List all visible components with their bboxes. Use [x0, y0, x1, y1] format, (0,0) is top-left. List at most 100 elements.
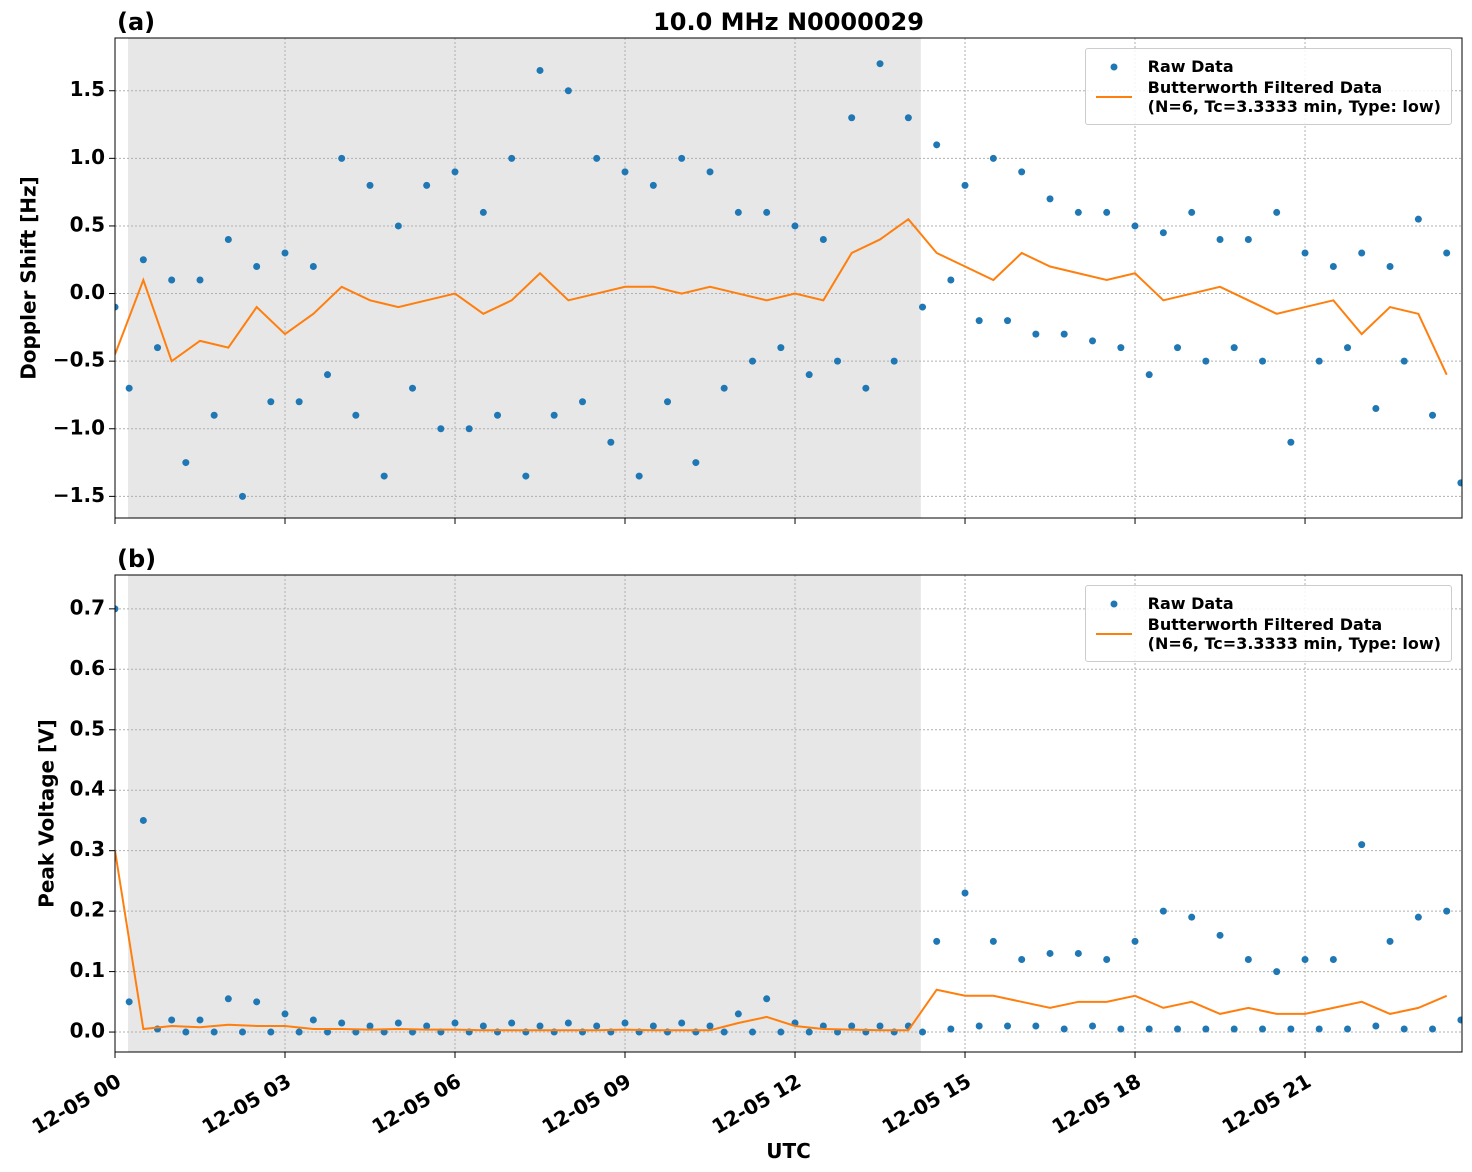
data-point	[366, 181, 374, 189]
data-point	[522, 472, 530, 480]
data-point	[933, 937, 941, 945]
shaded-span	[128, 38, 921, 518]
data-point	[621, 1019, 629, 1027]
data-point	[196, 276, 204, 284]
data-point	[749, 357, 757, 365]
data-point	[947, 276, 955, 284]
y-tick-label: −1.5	[53, 483, 105, 507]
data-point	[1287, 1025, 1295, 1033]
data-point	[720, 1028, 728, 1036]
data-point	[324, 371, 332, 379]
line-series	[115, 850, 1448, 1032]
data-point	[1414, 215, 1422, 223]
data-point	[182, 459, 190, 467]
x-tick-label: 12-05 06	[368, 1069, 466, 1139]
data-point	[819, 235, 827, 243]
data-point	[664, 398, 672, 406]
plot-frame	[114, 574, 1463, 1053]
data-point	[1060, 1025, 1068, 1033]
data-point	[281, 249, 289, 257]
data-point	[1259, 1025, 1267, 1033]
y-tick-label: −0.5	[53, 348, 105, 372]
y-tick-label: 0.5	[70, 212, 105, 236]
data-point	[989, 154, 997, 162]
data-point	[1188, 208, 1196, 216]
data-point	[168, 1016, 176, 1024]
data-point	[607, 438, 615, 446]
data-point	[1329, 263, 1337, 271]
chart-title: 10.0 MHz N0000029	[653, 8, 924, 36]
data-point	[338, 154, 346, 162]
data-point	[536, 66, 544, 74]
data-point	[125, 384, 133, 392]
data-point	[168, 276, 176, 284]
legend-label: Butterworth Filtered Data (N=6, Tc=3.333…	[1147, 78, 1441, 116]
legend: Raw Data Butterworth Filtered Data (N=6, …	[1084, 585, 1452, 662]
data-point	[1386, 263, 1394, 271]
data-point	[720, 384, 728, 392]
legend: Raw Data Butterworth Filtered Data (N=6, …	[1084, 48, 1452, 125]
data-point	[182, 1028, 190, 1036]
legend-swatch	[1110, 600, 1118, 607]
y-tick-label: 0.4	[70, 777, 105, 801]
data-point	[834, 357, 842, 365]
legend-label: Butterworth Filtered Data (N=6, Tc=3.333…	[1147, 615, 1441, 653]
data-point	[1089, 337, 1097, 345]
data-point	[380, 472, 388, 480]
data-point	[635, 472, 643, 480]
data-point	[451, 168, 459, 176]
data-point	[1004, 1022, 1012, 1030]
shaded-span	[128, 575, 921, 1052]
data-point	[210, 1028, 218, 1036]
y-tick-label: 1.0	[70, 145, 105, 169]
data-point	[1174, 1025, 1182, 1033]
data-point	[593, 1022, 601, 1030]
data-point	[1287, 438, 1295, 446]
x-tick-label: 12-05 15	[878, 1069, 976, 1139]
data-point	[1216, 235, 1224, 243]
data-point	[309, 1016, 317, 1024]
data-point	[1230, 344, 1238, 352]
data-point	[734, 1010, 742, 1018]
data-point	[1046, 949, 1054, 957]
data-point	[805, 1028, 813, 1036]
legend-entry: Butterworth Filtered Data (N=6, Tc=3.333…	[1095, 78, 1441, 116]
data-point	[224, 235, 232, 243]
data-point	[1117, 1025, 1125, 1033]
data-point	[678, 154, 686, 162]
data-point	[919, 303, 927, 311]
data-point	[763, 208, 771, 216]
data-point	[1344, 344, 1352, 352]
data-point	[1074, 949, 1082, 957]
data-point	[465, 425, 473, 433]
data-point	[1386, 937, 1394, 945]
data-point	[564, 87, 572, 95]
data-point	[1131, 937, 1139, 945]
data-point	[508, 1019, 516, 1027]
data-point	[409, 384, 417, 392]
data-point	[394, 1019, 402, 1027]
y-axis-label: Peak Voltage [V]	[35, 719, 59, 908]
x-tick-label: 12-05 21	[1218, 1069, 1316, 1139]
data-point	[1004, 317, 1012, 325]
data-point	[1131, 222, 1139, 230]
data-point	[210, 411, 218, 419]
y-axis-label: Doppler Shift [Hz]	[17, 176, 41, 380]
data-point	[1046, 195, 1054, 203]
data-point	[1145, 371, 1153, 379]
data-point	[451, 1019, 459, 1027]
data-point	[564, 1019, 572, 1027]
data-point	[1018, 956, 1026, 964]
data-point	[933, 141, 941, 149]
data-point	[1230, 1025, 1238, 1033]
data-point	[550, 411, 558, 419]
y-tick-label: 0.0	[70, 280, 105, 304]
line-series	[115, 217, 1448, 376]
data-point	[1032, 330, 1040, 338]
x-tick-label: 12-05 00	[28, 1069, 126, 1139]
data-point	[1443, 907, 1451, 915]
data-point	[1372, 404, 1380, 412]
data-point	[253, 998, 261, 1006]
data-point	[125, 998, 133, 1006]
